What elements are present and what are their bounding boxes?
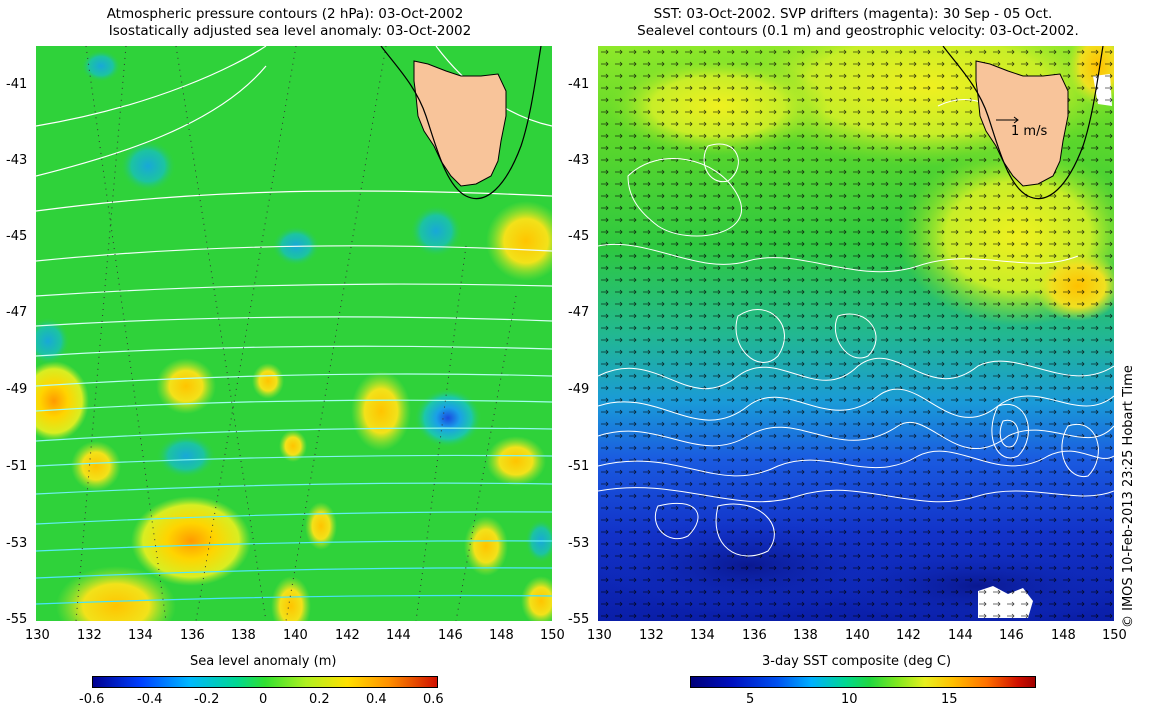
right-xtick: 148 — [1051, 628, 1076, 643]
right-xtick: 150 — [1102, 628, 1127, 643]
right-ytick: -49 — [568, 382, 590, 397]
left-ytick: -47 — [6, 305, 28, 320]
left-title-line2: Isostatically adjusted sea level anomaly… — [108, 23, 472, 39]
sla-map-graphic — [19, 45, 566, 646]
right-xtick: 140 — [845, 628, 870, 643]
left-ytick: -41 — [6, 77, 28, 92]
sst-colorbar-label: 3-day SST composite (deg C) — [762, 654, 952, 669]
sst-map-graphic — [597, 6, 1138, 626]
left-xtick: 148 — [489, 628, 514, 643]
left-ytick: -43 — [6, 153, 28, 168]
right-xtick: 138 — [793, 628, 818, 643]
left-xtick: 134 — [128, 628, 153, 643]
right-title-line2: Sealevel contours (0.1 m) and geostrophi… — [637, 23, 1079, 39]
sea-level-anomaly-map — [19, 45, 566, 646]
right-ytick: -53 — [568, 536, 590, 551]
right-ytick: -55 — [568, 612, 590, 627]
sst-cb-tick: 5 — [746, 692, 755, 707]
right-xtick: 132 — [639, 628, 664, 643]
sla-colorbar-label: Sea level anomaly (m) — [190, 654, 337, 669]
left-xtick: 150 — [540, 628, 565, 643]
right-ytick: -47 — [568, 305, 590, 320]
left-ytick: -55 — [6, 612, 28, 627]
right-ytick: -51 — [568, 459, 590, 474]
left-xtick: 130 — [25, 628, 50, 643]
sst-colorbar — [690, 676, 1036, 688]
right-ytick: -45 — [568, 229, 590, 244]
velocity-scale-label: 1 m/s — [1011, 124, 1048, 139]
sla-colorbar — [92, 676, 438, 688]
sla-cb-tick: 0.6 — [423, 692, 444, 707]
imos-credit: © IMOS 10-Feb-2013 23:25 Hobart Time — [1121, 365, 1136, 628]
left-ytick: -51 — [6, 459, 28, 474]
left-title-line1: Atmospheric pressure contours (2 hPa): 0… — [106, 6, 464, 22]
sst-map: 1 m/s — [597, 6, 1138, 626]
tasmania-land-sst — [975, 60, 1069, 187]
left-xtick: 132 — [77, 628, 102, 643]
sla-cb-tick: 0 — [259, 692, 268, 707]
left-xtick: 140 — [283, 628, 308, 643]
sla-cb-tick: -0.2 — [194, 692, 220, 707]
sla-cb-tick: -0.6 — [79, 692, 105, 707]
sla-cb-tick: 0.4 — [366, 692, 387, 707]
right-xtick: 142 — [896, 628, 921, 643]
tasmania-land — [413, 60, 507, 187]
right-ytick: -41 — [568, 77, 590, 92]
right-xtick: 130 — [587, 628, 612, 643]
left-xtick: 144 — [386, 628, 411, 643]
sla-cb-tick: -0.4 — [137, 692, 163, 707]
left-xtick: 142 — [335, 628, 360, 643]
sst-cb-tick: 10 — [841, 692, 858, 707]
left-xtick: 136 — [180, 628, 205, 643]
right-title-line1: SST: 03-Oct-2002. SVP drifters (magenta)… — [653, 6, 1053, 22]
left-xtick: 138 — [231, 628, 256, 643]
left-ytick: -45 — [6, 229, 28, 244]
right-ytick: -43 — [568, 153, 590, 168]
sst-cb-tick: 15 — [941, 692, 958, 707]
right-xtick: 146 — [999, 628, 1024, 643]
left-xtick: 146 — [438, 628, 463, 643]
right-xtick: 134 — [690, 628, 715, 643]
sla-cb-tick: 0.2 — [309, 692, 330, 707]
velocity-scale-arrow — [996, 116, 1019, 124]
right-xtick: 136 — [742, 628, 767, 643]
right-xtick: 144 — [948, 628, 973, 643]
left-ytick: -49 — [6, 382, 28, 397]
left-ytick: -53 — [6, 536, 28, 551]
